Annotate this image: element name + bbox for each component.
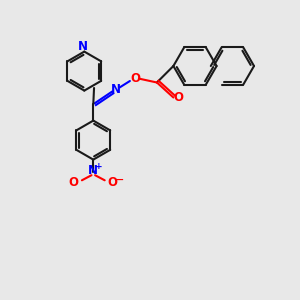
Text: N: N	[78, 40, 88, 53]
Text: N: N	[88, 164, 98, 177]
Text: O: O	[108, 176, 118, 189]
Text: O: O	[69, 176, 79, 189]
Text: −: −	[115, 175, 124, 185]
Text: O: O	[130, 71, 140, 85]
Text: N: N	[111, 82, 121, 96]
Text: O: O	[174, 91, 184, 104]
Text: +: +	[94, 162, 102, 171]
